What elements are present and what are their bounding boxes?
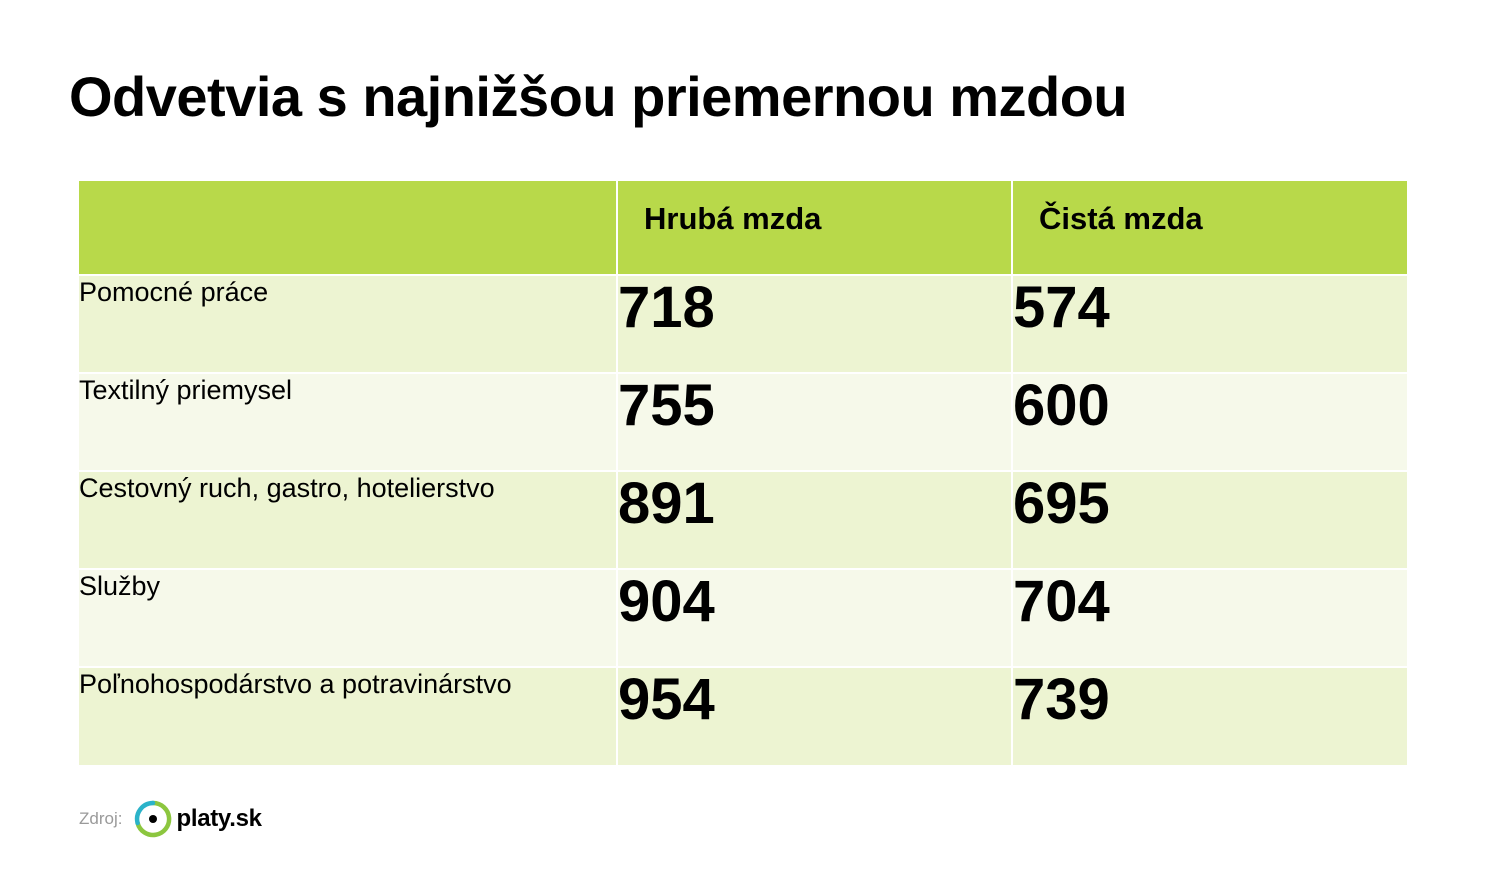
category-cell: Pomocné práce	[79, 275, 618, 374]
net-value-cell: 739	[1012, 667, 1407, 765]
table-row: Poľnohospodárstvo a potravinárstvo 954 7…	[79, 667, 1407, 765]
table-row: Služby 904 704	[79, 569, 1407, 668]
net-value-cell: 695	[1012, 471, 1407, 570]
net-value-cell: 574	[1012, 275, 1407, 374]
category-cell: Textilný priemysel	[79, 373, 618, 472]
table-row: Textilný priemysel 755 600	[79, 373, 1407, 472]
net-value-cell: 704	[1012, 569, 1407, 668]
category-cell: Služby	[79, 569, 618, 668]
table-row: Pomocné práce 718 574	[79, 275, 1407, 374]
table-row: Cestovný ruch, gastro, hotelierstvo 891 …	[79, 471, 1407, 570]
category-cell: Poľnohospodárstvo a potravinárstvo	[79, 667, 618, 765]
gross-value-cell: 891	[617, 471, 1013, 570]
gross-value-cell: 755	[617, 373, 1013, 472]
net-value-cell: 600	[1012, 373, 1407, 472]
gross-value-cell: 718	[617, 275, 1013, 374]
logo-text: platy.sk	[176, 805, 262, 832]
source-footer: Zdroj: platy.sk	[79, 796, 262, 842]
header-cell-gross: Hrubá mzda	[617, 181, 1013, 276]
header-cell-net: Čistá mzda	[1012, 181, 1407, 276]
source-label: Zdroj:	[79, 809, 123, 828]
table-header-row: Hrubá mzda Čistá mzda	[79, 181, 1407, 276]
platy-sk-logo-icon	[135, 800, 172, 838]
header-cell-category	[79, 181, 618, 276]
wage-table: Hrubá mzda Čistá mzda Pomocné práce 718 …	[79, 181, 1407, 765]
page-title: Odvetvia s najnižšou priemernou mzdou	[69, 65, 1128, 128]
platy-sk-logo: platy.sk	[134, 800, 262, 838]
gross-value-cell: 904	[617, 569, 1013, 668]
gross-value-cell: 954	[617, 667, 1013, 765]
category-cell: Cestovný ruch, gastro, hotelierstvo	[79, 471, 618, 570]
